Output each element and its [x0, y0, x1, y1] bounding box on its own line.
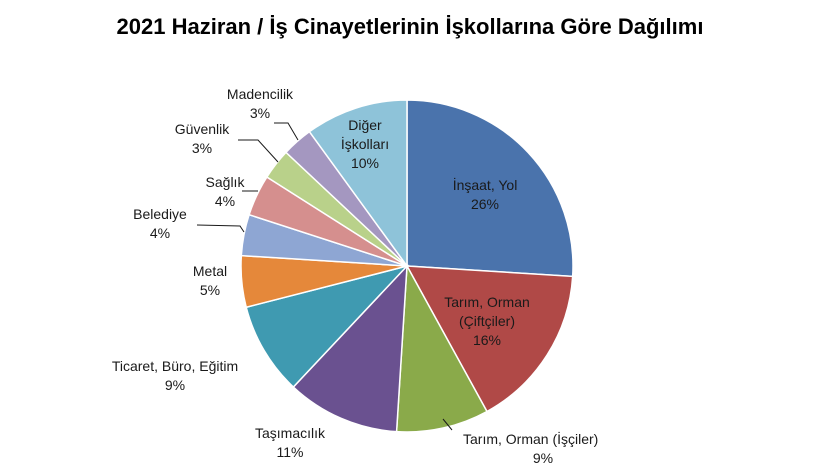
- slice-label-7: Belediye 4%: [133, 206, 187, 241]
- slice-label-4: Taşımacılık 11%: [255, 425, 326, 460]
- slice-label-8: Sağlık 4%: [206, 174, 246, 209]
- pie-slice-11: [308, 99, 408, 269]
- pie-slice-4: [292, 263, 408, 433]
- slice-label-9: Güvenlik 3%: [175, 121, 230, 156]
- slice-label-1: İnşaat, Yol 26%: [453, 176, 518, 212]
- slice-pct-3: 9%: [533, 450, 553, 466]
- chart-title: 2021 Haziran / İş Cinayetlerinin İşkolla…: [116, 14, 704, 39]
- slice-label-6: Metal 5%: [193, 263, 227, 298]
- leader-line-7: [196, 224, 245, 233]
- slice-label-10: Madencilik 3%: [227, 86, 294, 121]
- slice-label-2: Tarım, Orman (Çiftçiler) 16%: [444, 294, 530, 348]
- pie-slice-5: [245, 264, 410, 389]
- pie-slice-2: [405, 265, 574, 413]
- leader-line-9: [238, 139, 279, 163]
- slice-label-11: Diğer İşkolları 10%: [341, 117, 389, 171]
- leader-line-3: [442, 418, 453, 431]
- slice-label-5: Ticaret, Büro, Eğitim 9%: [112, 358, 238, 393]
- slice-label-3: Tarım, Orman (İşçiler): [463, 430, 598, 447]
- pie-slice-3: [395, 263, 488, 433]
- leader-line-10: [274, 122, 299, 141]
- pie-slice-1: [406, 99, 574, 278]
